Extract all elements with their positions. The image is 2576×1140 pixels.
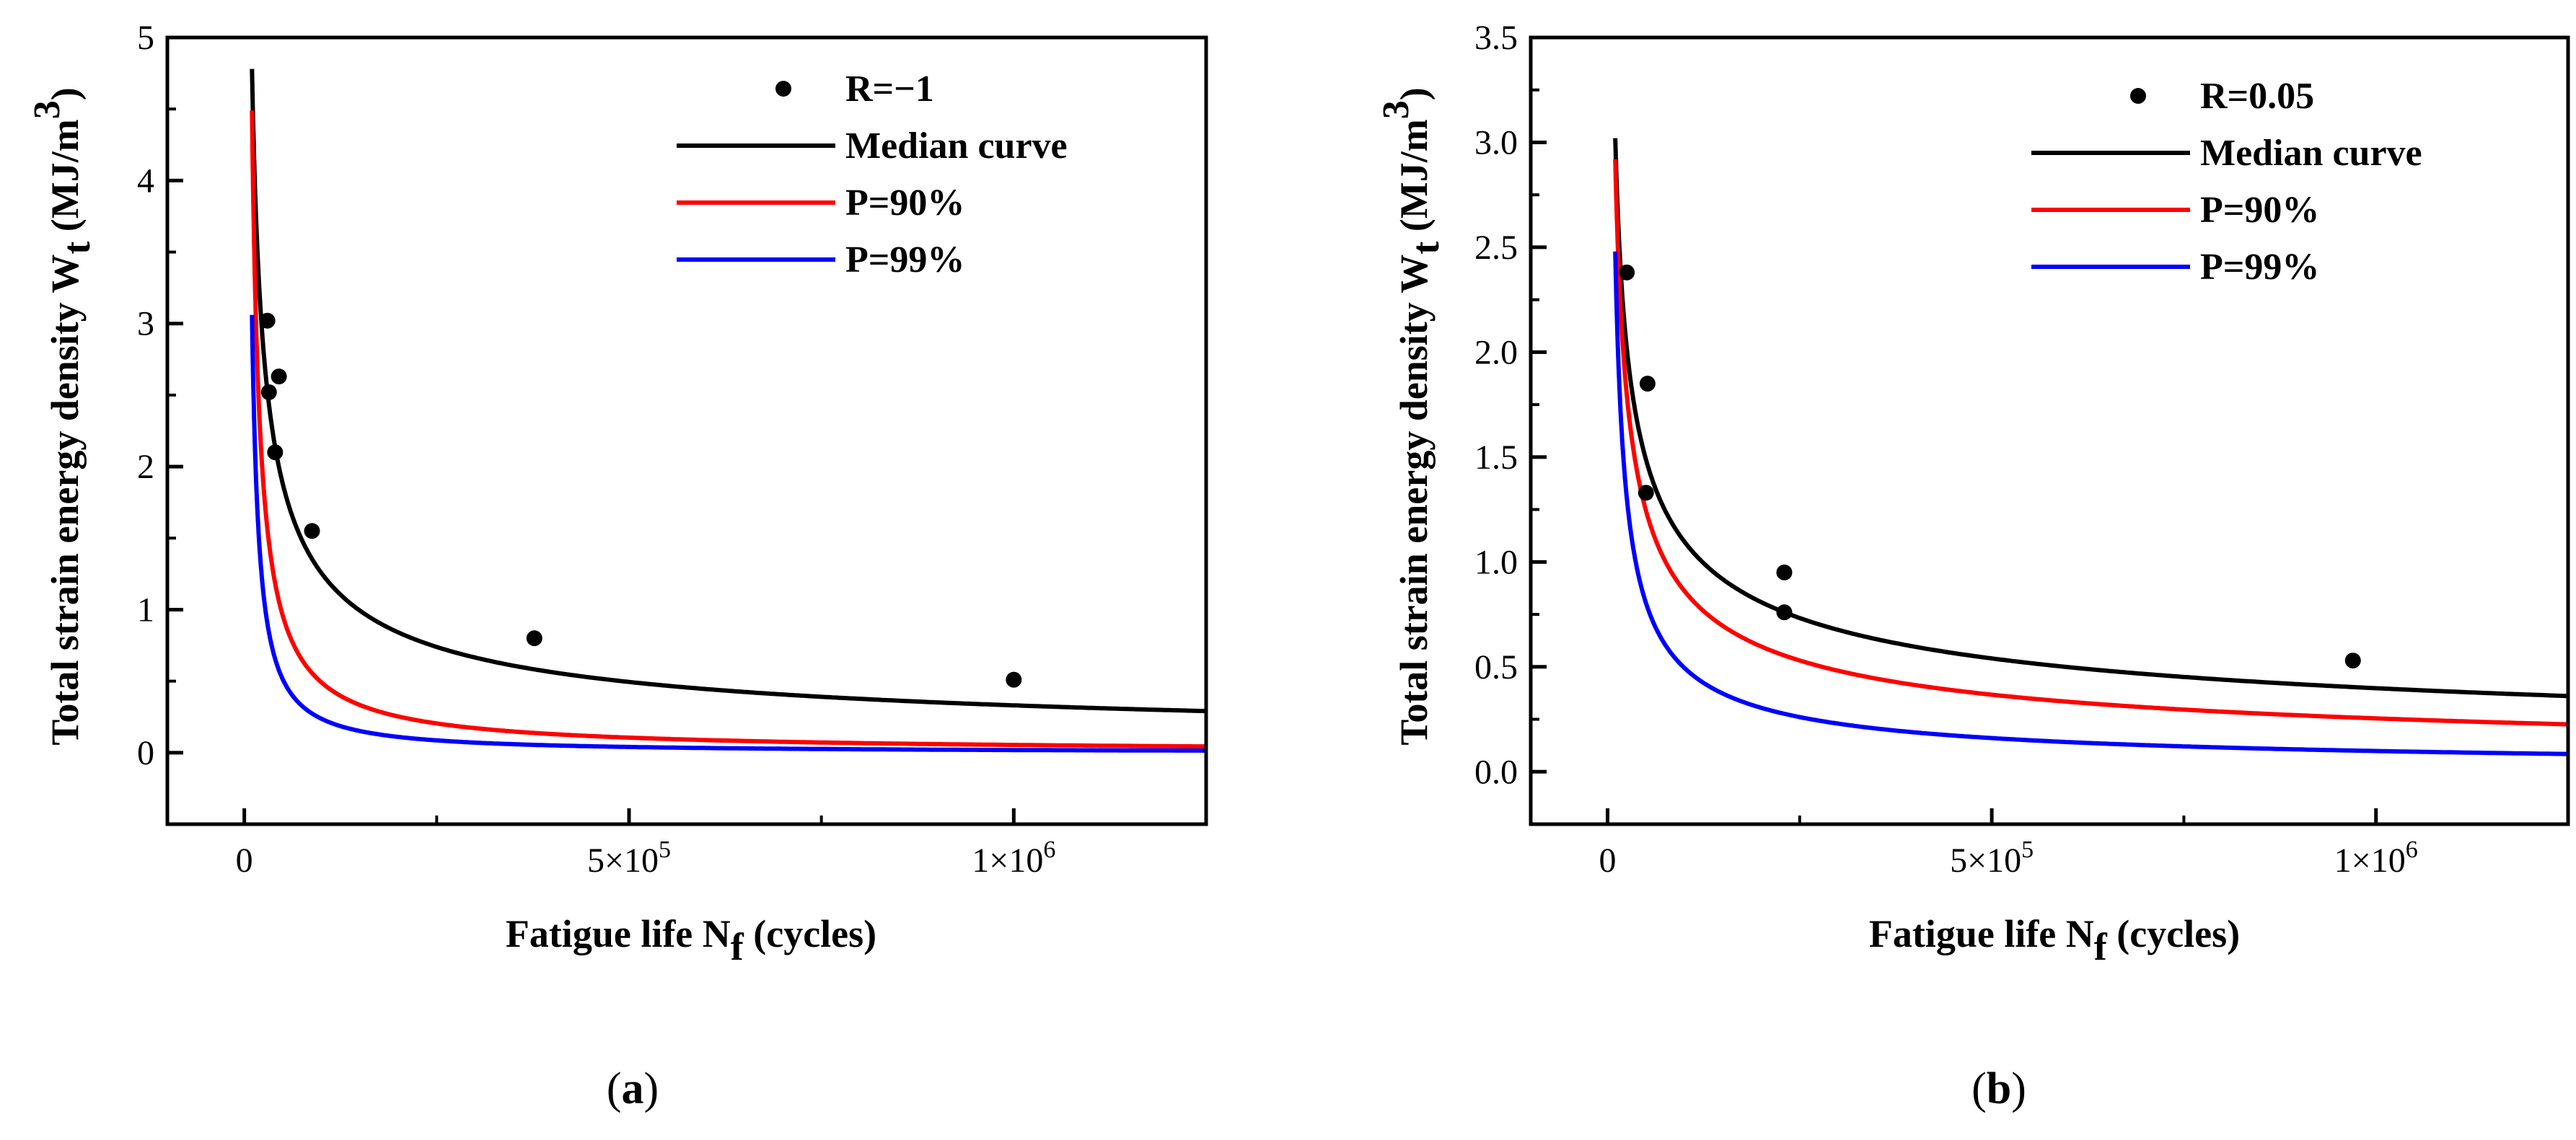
curves [1613,138,2568,756]
x-axis-label: Fatigue life Nf (cycles) [1869,912,2240,968]
data-point-1 [1619,264,1635,280]
data-point-2 [1639,376,1656,392]
data-point-6 [526,630,542,647]
legend-label-p-99-: P=99% [845,239,964,280]
y-axis-label: Total strain energy density Wt (MJ/m3) [1376,87,1447,745]
series-line-p-90- [250,110,1206,749]
data-point-5 [1776,604,1793,621]
legend-label-points: R=0.05 [2200,76,2314,117]
legend-label-median-curve: Median curve [845,125,1068,167]
x-tick-label: 1×106 [972,836,1055,880]
y-tick-label: 1.0 [1474,543,1518,581]
data-point-7 [1006,671,1022,688]
legend: R=−1 Median curve P=90% P=99% [677,69,1068,280]
data-point-3 [1638,485,1654,501]
data-point-1 [259,312,276,329]
x-tick-label: 0 [236,841,253,880]
x-tick-label: 0 [1599,841,1617,880]
y-tick-label: 3.0 [1474,123,1518,162]
legend-label-median-curve: Median curve [2200,133,2422,174]
y-tick-label: 3.5 [1474,19,1518,57]
y-tick-label: 3 [137,305,154,343]
y-tick-label: 2.5 [1474,229,1518,267]
series-line-p-99- [1613,251,2568,756]
data-point-4 [1776,564,1793,580]
y-tick-label: 0 [137,734,154,772]
legend-marker-points [2130,88,2146,104]
panel-caption: (b) [1971,1064,2026,1113]
x-tick-label: 5×105 [1950,836,2034,880]
curves [250,69,1206,753]
y-tick-label: 1.5 [1474,438,1518,477]
panel-caption: (a) [607,1064,659,1113]
x-tick-label: 5×105 [587,836,671,880]
y-tick-label: 2 [137,448,154,486]
data-point-5 [304,523,320,539]
x-tick-label: 1×106 [2334,836,2418,880]
series-line-median-curve [250,69,1206,714]
data-point-6 [2344,653,2361,669]
legend-label-p-99-: P=99% [2200,247,2319,288]
panel-a: 0 1 2 3 4 5 0 5×105 1×106 Fatigue life Nf (cycles… [27,19,1208,1113]
y-axis-label: Total strain energy density Wt (MJ/m3) [27,87,98,745]
data-point-3 [271,368,287,385]
y-tick-label: 2.0 [1474,333,1518,371]
y-tick-label: 1 [137,591,154,629]
y-tick-label: 5 [137,19,154,57]
legend-marker-points [775,81,791,97]
legend-label-points: R=−1 [845,69,934,110]
data-point-2 [260,384,277,400]
legend: R=0.05 Median curve P=90% P=99% [2031,76,2422,288]
plot-frame [165,35,1208,826]
data-point-4 [267,444,283,461]
series-line-p-90- [1613,159,2568,727]
y-tick-label: 0.5 [1474,648,1518,686]
series-line-p-99- [250,314,1206,753]
x-axis-label: Fatigue life Nf (cycles) [506,912,876,968]
legend-label-p-90-: P=90% [2200,190,2319,231]
panel-b: 0.0 0.5 1.0 1.5 2.0 2.5 3.0 3.5 0 5×105 1×106 Fatig… [1376,19,2570,1113]
series-line-median-curve [1613,138,2568,699]
plot-frame [1529,35,2570,826]
y-tick-label: 4 [137,162,154,200]
y-tick-label: 0.0 [1474,753,1518,791]
legend-label-p-90-: P=90% [845,182,964,224]
